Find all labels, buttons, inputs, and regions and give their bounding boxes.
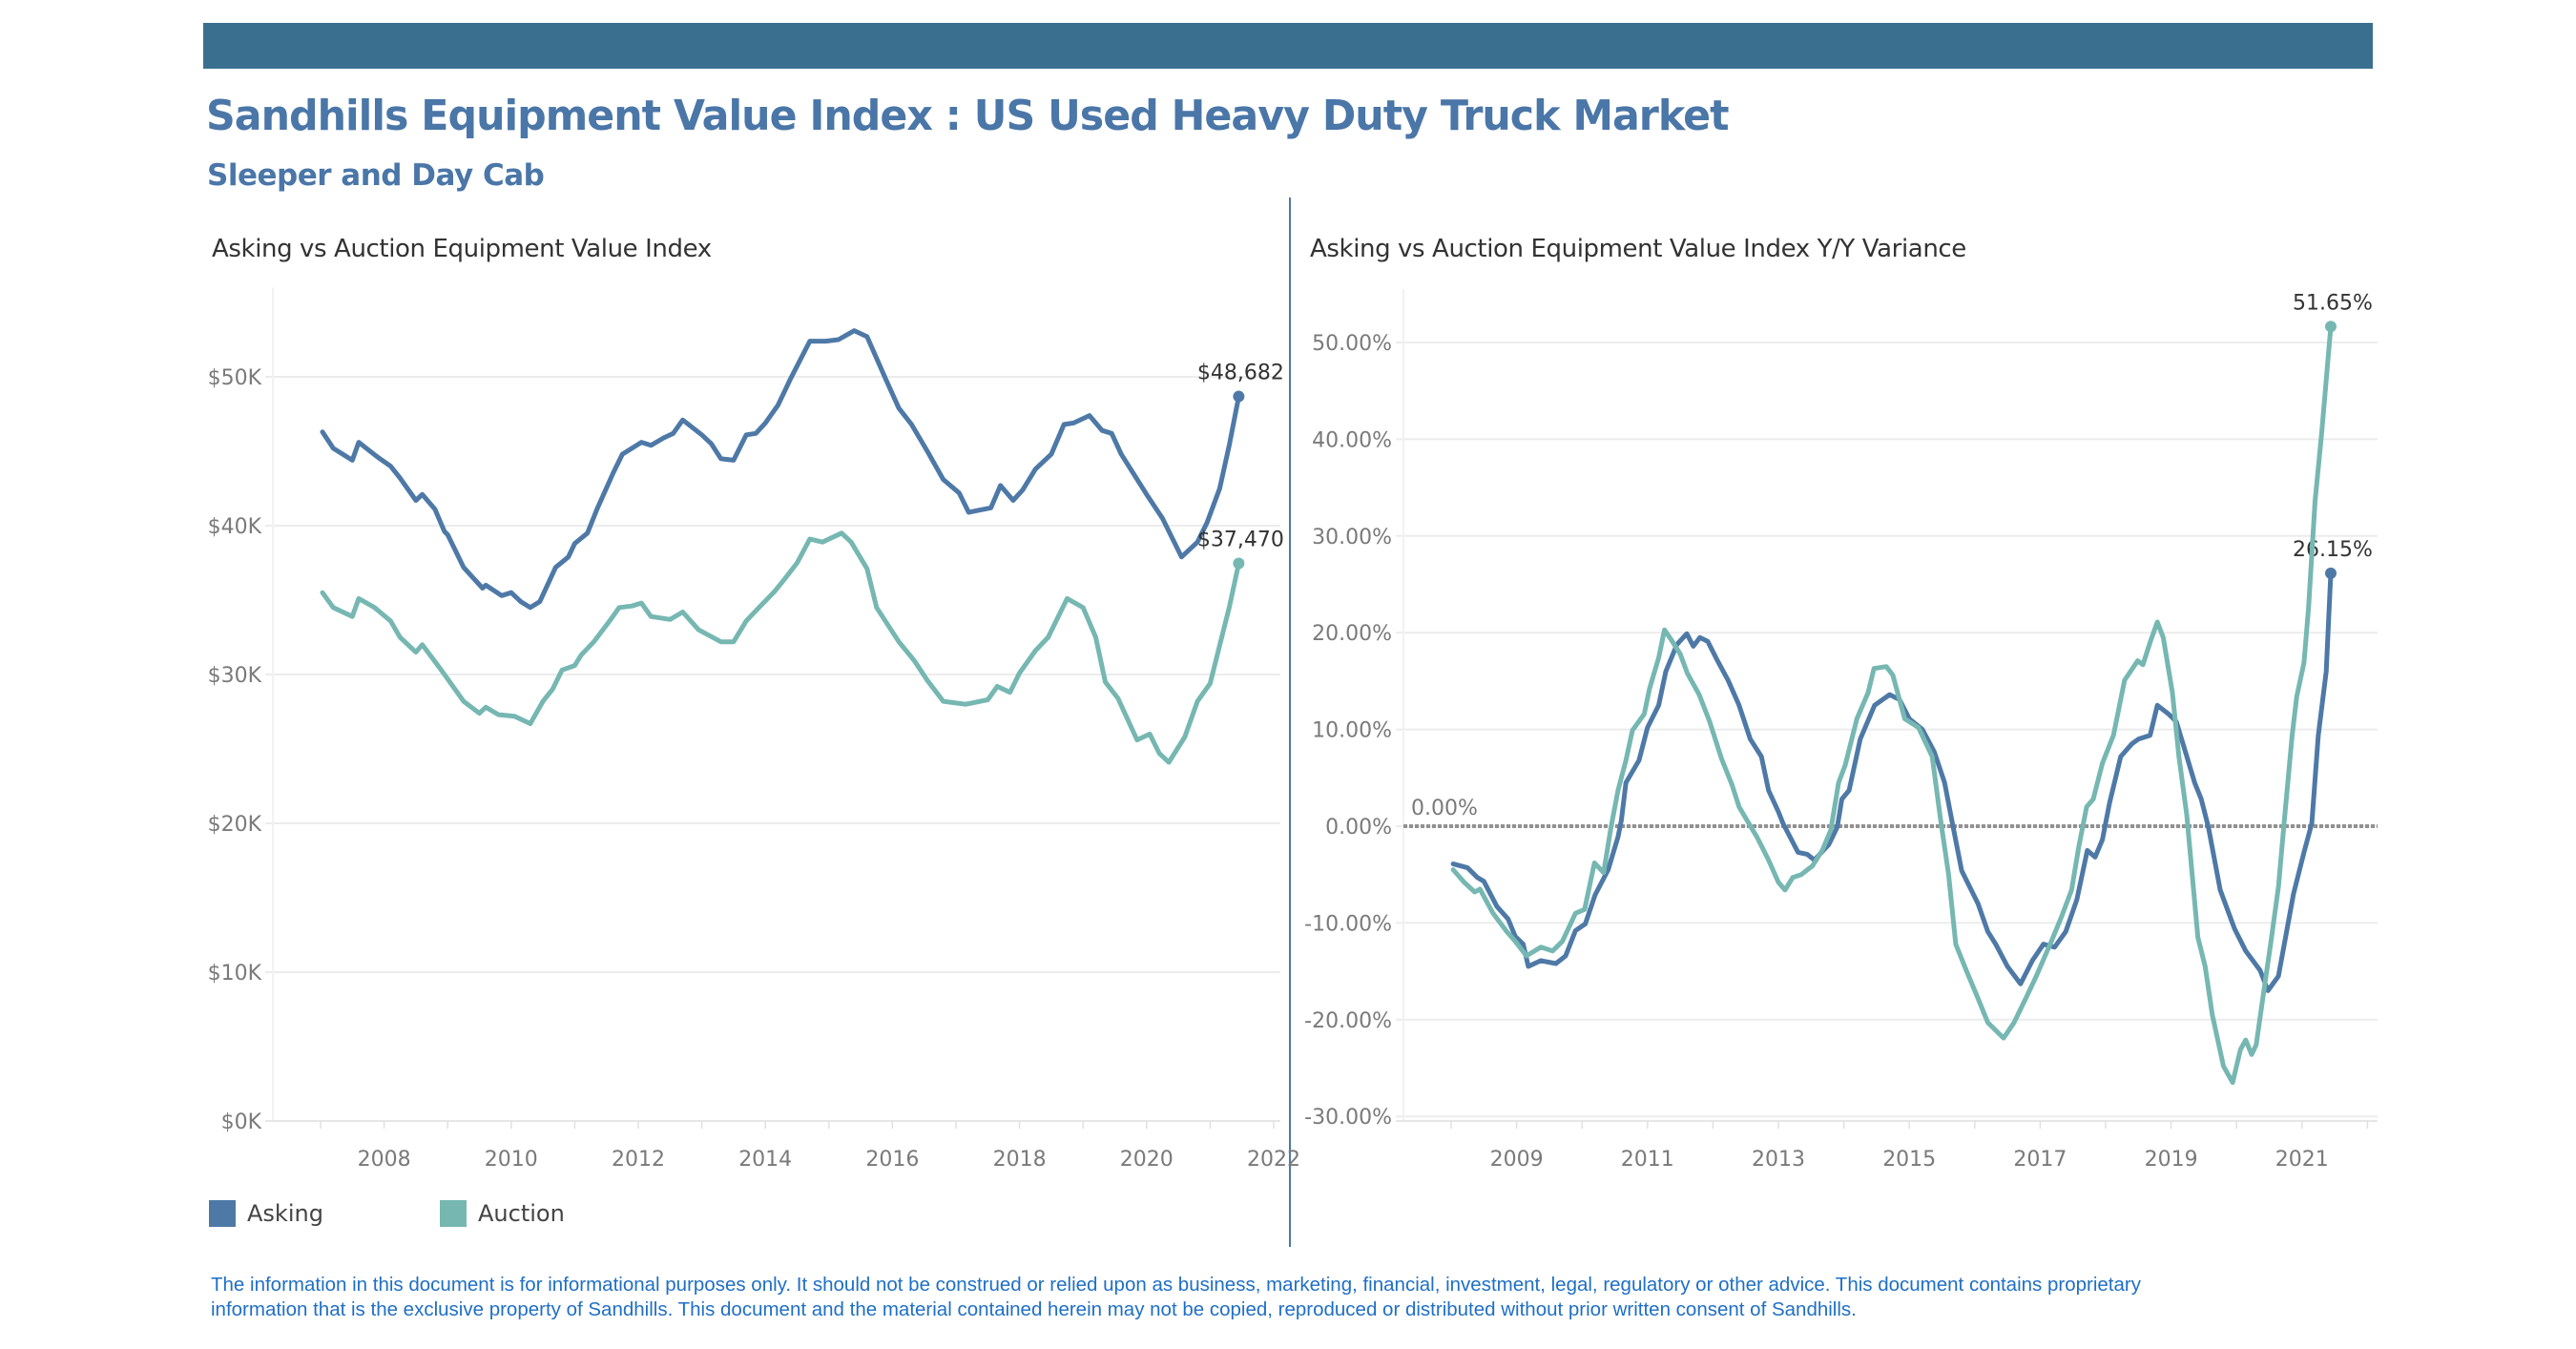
page-subtitle: Sleeper and Day Cab: [207, 158, 545, 193]
yoy-variance-y-tick-label: -20.00%: [1304, 1009, 1392, 1033]
value-index-endpoint-asking[interactable]: [1233, 390, 1245, 403]
yoy-variance-line-auction[interactable]: [1450, 323, 2334, 1086]
value-index-y-tick-label: $30K: [208, 664, 262, 688]
yoy-variance-y-tick-label: -10.00%: [1304, 912, 1392, 936]
yoy-variance-y-tick-label: 30.00%: [1312, 526, 1392, 550]
value-index-y-tick-label: $20K: [208, 813, 262, 837]
value-index-line-auction[interactable]: [320, 530, 1241, 765]
yoy-variance-y-tick-label: 20.00%: [1312, 622, 1392, 646]
panel-divider: [1289, 197, 1291, 1247]
yoy-variance-y-tick-label: 40.00%: [1312, 428, 1392, 452]
value-index-x-tick-label: 2016: [865, 1148, 919, 1172]
legend-swatch-asking: [209, 1200, 236, 1227]
yoy-variance-x-tick-label: 2017: [2013, 1148, 2067, 1172]
yoy-variance-x-tick-label: 2011: [1621, 1148, 1674, 1172]
yoy-variance-endpoint-auction[interactable]: [2324, 321, 2337, 333]
yoy-variance-y-tick-label: 50.00%: [1312, 332, 1392, 356]
yoy-variance-y-tick-label: -30.00%: [1304, 1106, 1392, 1130]
value-index-y-tick-label: $50K: [208, 366, 262, 390]
yoy-variance-y-tick-label: 10.00%: [1312, 719, 1392, 743]
value-index-y-tick-label: $10K: [208, 962, 262, 986]
yoy-variance-line-asking[interactable]: [1450, 571, 2334, 993]
value-index-x-tick-label: 2010: [485, 1148, 538, 1172]
value-index-end-label-asking: $48,682: [1197, 362, 1284, 385]
value-index-x-tick-label: 2020: [1120, 1148, 1174, 1172]
value-index-endpoint-auction[interactable]: [1233, 557, 1245, 570]
yoy-variance-end-label-asking: 26.15%: [2293, 538, 2373, 562]
disclaimer-line-1: The information in this document is for …: [211, 1274, 2141, 1296]
value-index-x-tick-label: 2014: [738, 1148, 792, 1172]
disclaimer-line-2: information that is the exclusive proper…: [211, 1298, 1857, 1320]
yoy-variance-y-tick-label: 0.00%: [1325, 816, 1392, 840]
value-index-y-tick-label: $0K: [221, 1110, 262, 1134]
legend-label-auction: Auction: [478, 1200, 565, 1227]
yoy-variance-x-tick-label: 2015: [1882, 1148, 1936, 1172]
value-index-x-tick-label: 2012: [612, 1148, 665, 1172]
value-index-y-tick-label: $40K: [208, 515, 262, 539]
value-index-x-tick-label: 2008: [358, 1148, 411, 1172]
yoy-variance-reference-line-label: 0.00%: [1411, 797, 1478, 820]
value-index-chart: $0K $10K $20K $30K $40K $50K 2008 2010 2012 2014 2…: [208, 287, 1300, 1172]
page-title: Sandhills Equipment Value Index : US Use…: [206, 92, 1730, 140]
value-index-x-tick-label: 2022: [1247, 1148, 1300, 1172]
yoy-variance-x-tick-label: 2021: [2275, 1148, 2329, 1172]
yoy-variance-x-tick-label: 2013: [1752, 1148, 1805, 1172]
value-index-line-asking[interactable]: [320, 328, 1241, 611]
yoy-variance-end-label-auction: 51.65%: [2293, 291, 2373, 315]
value-index-end-label-auction: $37,470: [1197, 528, 1284, 551]
header-bar: [203, 23, 2373, 69]
legend-swatch-auction: [440, 1200, 467, 1227]
yoy-variance-x-tick-label: 2019: [2145, 1148, 2198, 1172]
value-index-x-tick-label: 2018: [993, 1148, 1047, 1172]
yoy-variance-chart: -30.00% -20.00% -10.00% 0.00% 10.00% 20.00% 30…: [1304, 289, 2378, 1172]
yoy-variance-chart-title: Asking vs Auction Equipment Value Index …: [1310, 235, 1966, 263]
legend-item-auction[interactable]: Auction: [440, 1200, 565, 1227]
yoy-variance-x-tick-label: 2009: [1490, 1148, 1544, 1172]
legend-label-asking: Asking: [247, 1200, 323, 1227]
value-index-chart-title: Asking vs Auction Equipment Value Index: [212, 235, 712, 263]
legend-item-asking[interactable]: Asking: [209, 1200, 323, 1227]
disclaimer: The information in this document is for …: [211, 1273, 2558, 1322]
yoy-variance-endpoint-asking[interactable]: [2324, 567, 2337, 579]
